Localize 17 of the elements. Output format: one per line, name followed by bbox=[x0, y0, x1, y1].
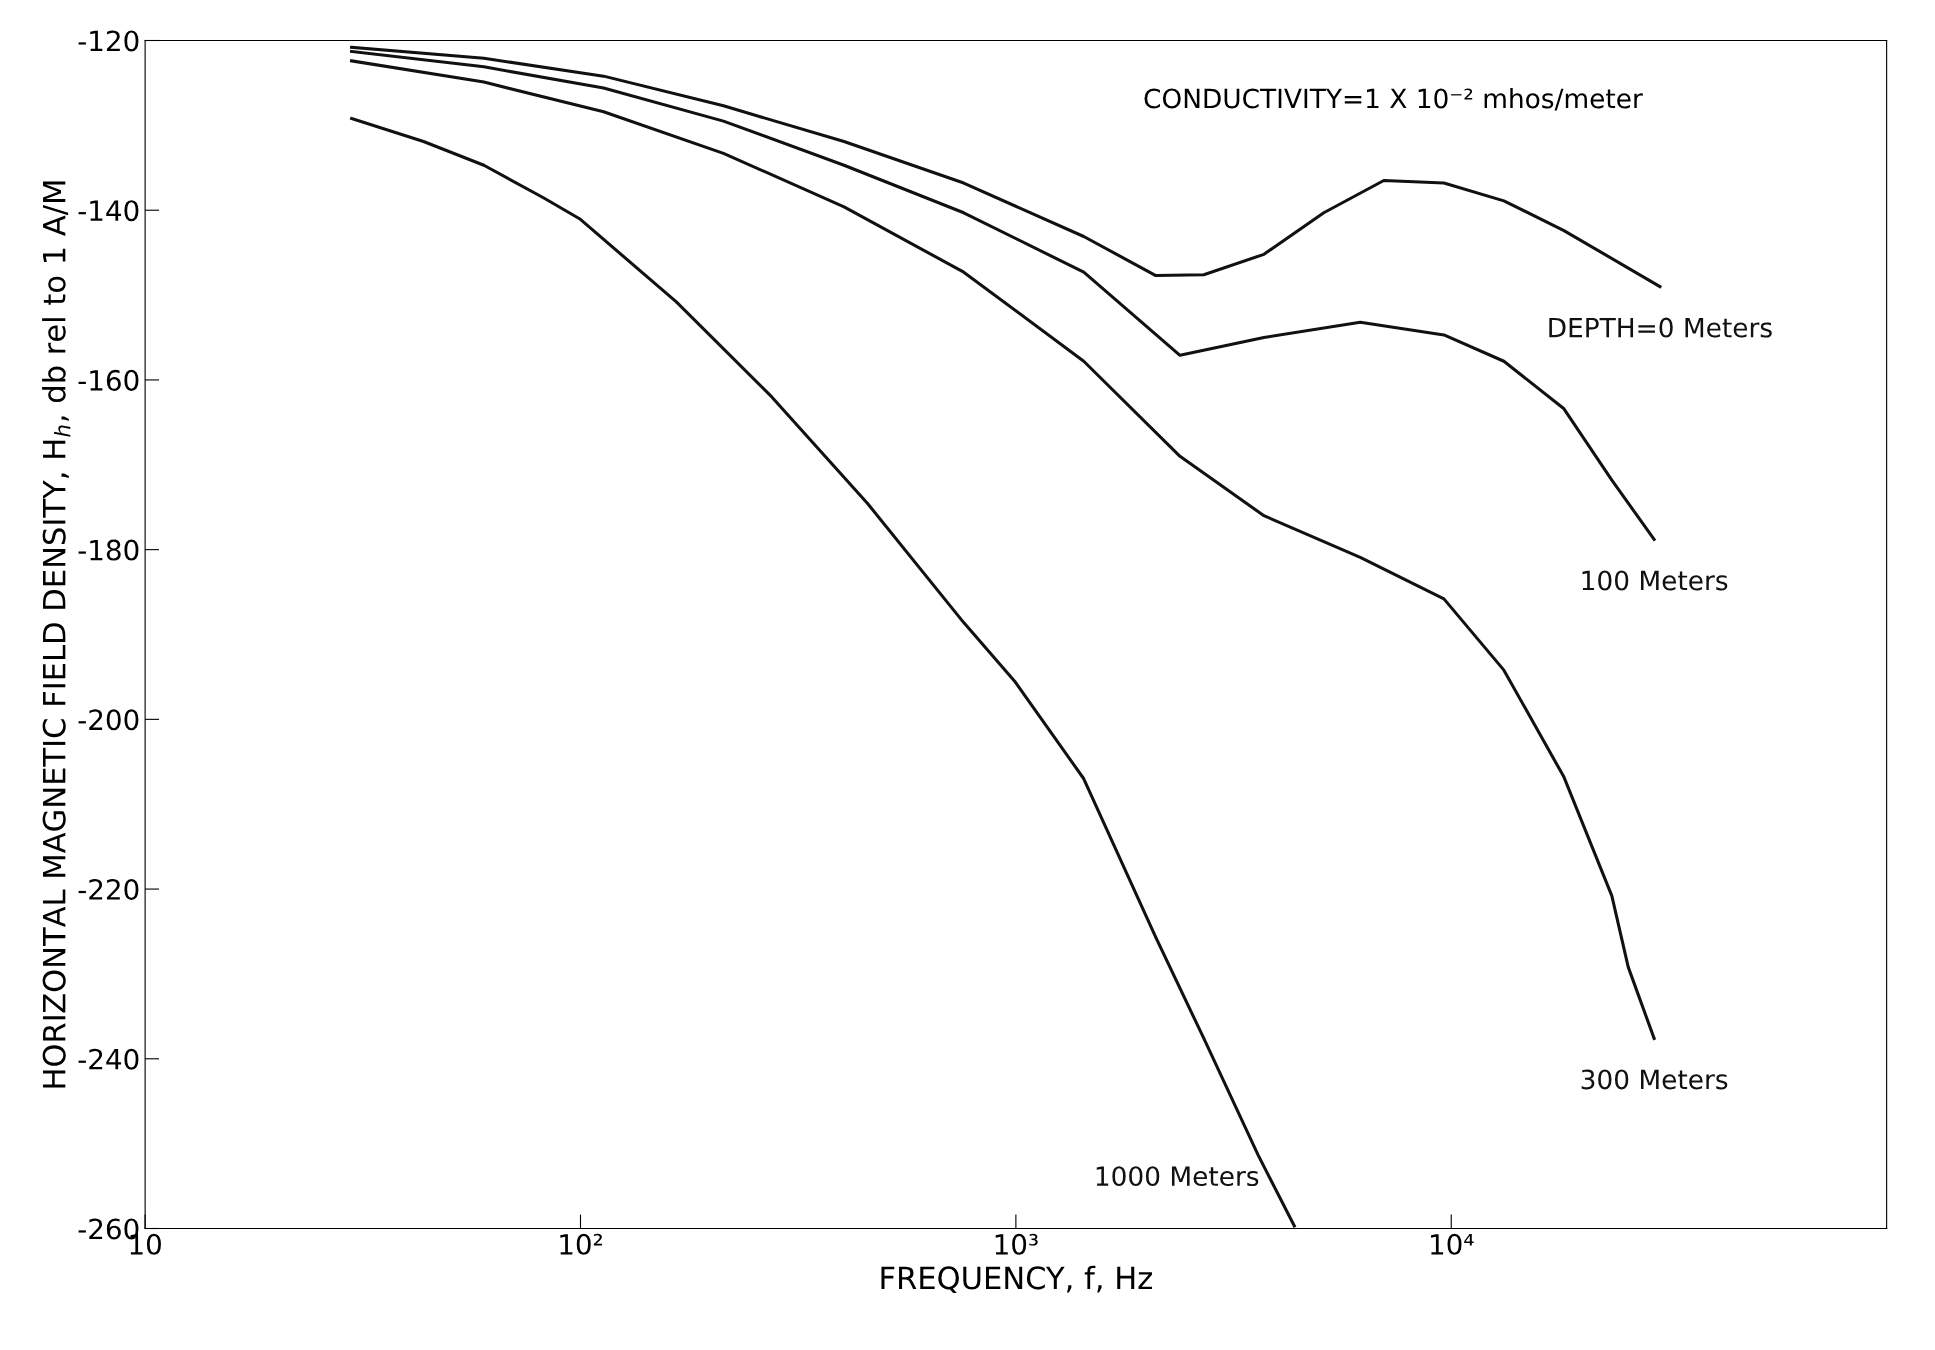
series-label: 100 Meters bbox=[1582, 570, 1728, 591]
series-label: DEPTH=0 Meters bbox=[1549, 317, 1772, 338]
series-label: 1000 Meters bbox=[1096, 1166, 1259, 1187]
x-tick-label: 10² bbox=[560, 1233, 602, 1255]
y-tick-label: -120 bbox=[78, 30, 139, 52]
annotation: CONDUCTIVITY=1 X 10⁻² mhos/meter bbox=[1144, 88, 1643, 111]
y-tick-label: -180 bbox=[78, 539, 139, 561]
x-tick-label: 10³ bbox=[995, 1233, 1038, 1255]
y-tick-label: -140 bbox=[78, 200, 139, 222]
y-tick-label: -240 bbox=[78, 1048, 139, 1070]
y-tick-label: -160 bbox=[78, 369, 139, 391]
series-label: 300 Meters bbox=[1581, 1069, 1728, 1090]
y-tick-label: -200 bbox=[78, 709, 139, 731]
y-axis-title: HORIZONTAL MAGNETIC FIELD DENSITY, H$_{h}$, db rel to 1 A/M bbox=[42, 181, 71, 1088]
x-tick-label: 10⁴ bbox=[1431, 1233, 1474, 1255]
y-tick-label: -220 bbox=[78, 879, 139, 901]
x-axis-title: FREQUENCY, f, Hz bbox=[881, 1265, 1152, 1293]
